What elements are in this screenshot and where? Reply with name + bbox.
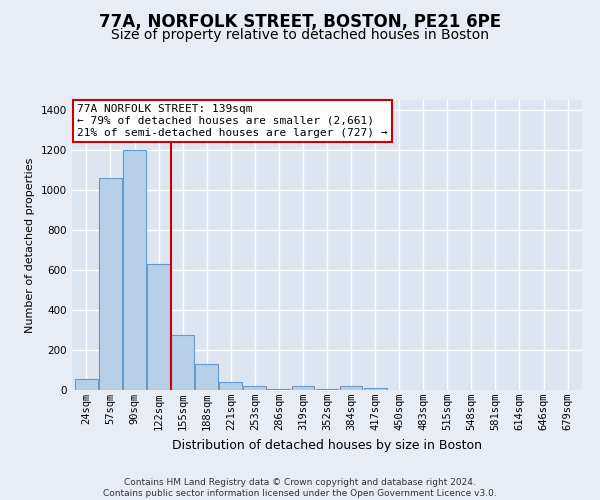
Bar: [123, 150, 146, 390]
Bar: [75, 379, 98, 390]
Bar: [244, 386, 266, 390]
Bar: [364, 388, 386, 390]
Text: 77A, NORFOLK STREET, BOSTON, PE21 6PE: 77A, NORFOLK STREET, BOSTON, PE21 6PE: [99, 12, 501, 30]
Text: Size of property relative to detached houses in Boston: Size of property relative to detached ho…: [111, 28, 489, 42]
Bar: [340, 386, 362, 390]
Text: 77A NORFOLK STREET: 139sqm
← 79% of detached houses are smaller (2,661)
21% of s: 77A NORFOLK STREET: 139sqm ← 79% of deta…: [77, 104, 388, 138]
Bar: [171, 335, 194, 390]
Y-axis label: Number of detached properties: Number of detached properties: [25, 158, 35, 332]
X-axis label: Distribution of detached houses by size in Boston: Distribution of detached houses by size …: [172, 438, 482, 452]
Bar: [99, 178, 122, 390]
Bar: [316, 389, 338, 390]
Bar: [195, 364, 218, 390]
Bar: [220, 382, 242, 390]
Bar: [147, 264, 170, 390]
Bar: [268, 389, 290, 390]
Bar: [292, 386, 314, 390]
Text: Contains HM Land Registry data © Crown copyright and database right 2024.
Contai: Contains HM Land Registry data © Crown c…: [103, 478, 497, 498]
